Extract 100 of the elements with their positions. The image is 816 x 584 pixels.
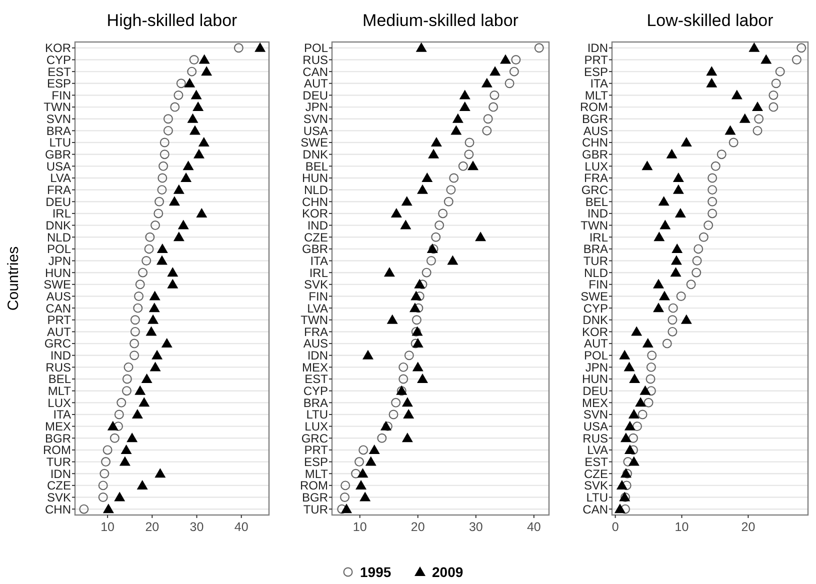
point [102, 504, 114, 514]
y-tick-label: POL [304, 41, 328, 56]
y-tick-label: BGR [44, 431, 72, 446]
point [168, 196, 180, 206]
point [196, 208, 208, 218]
point [628, 408, 640, 418]
y-tick-label: IRL [52, 206, 72, 221]
point [624, 444, 636, 454]
point [234, 43, 244, 53]
y-tick-label: IDN [587, 41, 608, 56]
y-tick-label: BGR [582, 112, 608, 126]
point [180, 172, 192, 182]
point [422, 172, 433, 182]
point [620, 468, 632, 478]
legend-label: 1995 [360, 564, 392, 580]
chart-title: Low-skilled labor [646, 11, 774, 30]
y-tick-label: LTU [306, 408, 328, 422]
y-tick-label: MEX [44, 420, 71, 434]
point [401, 196, 412, 206]
point [668, 303, 678, 313]
y-tick-label: LUX [304, 420, 328, 434]
y-tick-label: PRT [584, 52, 609, 67]
point [362, 350, 374, 360]
y-tick-label: GBR [302, 242, 328, 256]
point [198, 137, 210, 147]
point [676, 291, 686, 301]
y-tick-label: FIN [588, 278, 608, 292]
point [189, 125, 200, 135]
point [134, 385, 146, 395]
y-tick-label: SVN [46, 112, 71, 126]
y-tick-label: LTU [586, 490, 608, 504]
point [120, 444, 132, 454]
point [417, 184, 428, 194]
point [160, 138, 170, 148]
point [114, 422, 124, 432]
y-tick-label: MLT [48, 384, 72, 398]
point [144, 244, 154, 254]
point [672, 172, 684, 182]
point [760, 54, 772, 64]
y-tick-label: CHN [302, 194, 328, 209]
x-tick-label: 10 [100, 520, 115, 534]
y-tick-label: FRA [47, 183, 71, 198]
point [622, 468, 632, 478]
y-tick-label: EST [304, 372, 329, 386]
y-tick-label: BEL [305, 159, 328, 174]
point [431, 232, 441, 242]
point [490, 66, 501, 76]
y-tick-label: AUT [47, 324, 72, 339]
y-tick-label: HUN [582, 372, 608, 386]
point [620, 432, 632, 442]
point [724, 125, 736, 135]
point [114, 492, 126, 502]
point [148, 314, 159, 324]
point [163, 114, 173, 124]
y-tick-label: TUR [583, 254, 608, 268]
y-tick-label: CZE [304, 230, 328, 244]
point [628, 433, 638, 443]
y-tick-label: DNK [582, 313, 608, 328]
point [642, 338, 654, 348]
point [450, 125, 462, 135]
x-tick-label: 30 [468, 520, 483, 534]
y-tick-label: DEU [582, 384, 608, 398]
y-tick-label: BEL [585, 194, 608, 209]
point [616, 480, 628, 490]
point [438, 208, 448, 218]
y-tick-label: LTU [49, 136, 71, 150]
y-tick-label: CHN [45, 502, 71, 516]
point [704, 220, 714, 230]
point [340, 492, 350, 502]
x-tick-label: 30 [190, 520, 204, 534]
point [628, 456, 640, 466]
y-tick-label: SWE [300, 136, 328, 150]
point [173, 232, 184, 242]
y-tick-label: NLD [584, 266, 608, 280]
point [771, 78, 781, 88]
y-tick-label: LUX [584, 159, 608, 174]
point [173, 184, 184, 194]
y-tick-label: IND [587, 206, 608, 221]
y-tick-label: FIN [308, 289, 328, 304]
point [446, 185, 456, 195]
point [176, 78, 186, 88]
y-axis-title: Countries [5, 246, 22, 311]
point [388, 410, 398, 420]
point [706, 66, 718, 76]
y-tick-label: CHN [582, 136, 608, 150]
point [642, 160, 653, 170]
point [511, 54, 521, 64]
point [192, 102, 204, 112]
point [149, 290, 160, 300]
point [644, 398, 654, 408]
point [430, 137, 442, 147]
point [386, 314, 398, 324]
y-tick-label: FRA [584, 171, 608, 186]
y-tick-label: CAN [46, 301, 71, 316]
y-tick-label: EST [584, 454, 609, 469]
point [182, 160, 194, 170]
y-tick-label: GRC [301, 431, 328, 446]
point [768, 90, 778, 100]
point [198, 54, 210, 64]
y-tick-label: TUR [46, 454, 72, 469]
